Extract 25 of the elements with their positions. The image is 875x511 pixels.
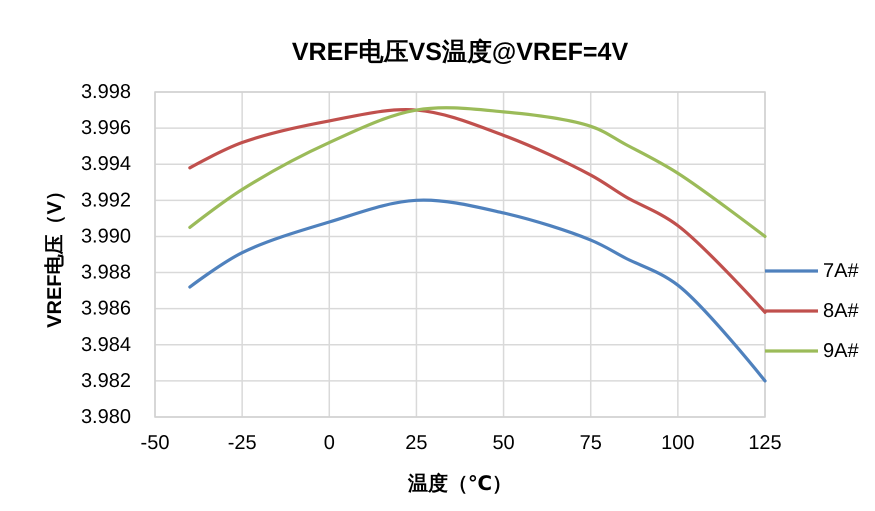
y-tick-label: 3.988 xyxy=(80,262,131,284)
y-tick-label: 3.994 xyxy=(80,153,131,176)
x-tick-label: 50 xyxy=(492,432,515,454)
y-tick-label: 3.980 xyxy=(80,406,131,428)
x-tick-label: 25 xyxy=(405,432,428,454)
x-tick-label: -50 xyxy=(140,432,170,454)
y-tick-label: 3.982 xyxy=(80,370,131,392)
legend-label: 7A# xyxy=(823,260,860,282)
legend-label: 9A# xyxy=(823,340,860,362)
y-axis-title: VREF电压（V） xyxy=(44,181,66,328)
x-tick-label: 75 xyxy=(580,432,602,454)
y-tick-label: 3.986 xyxy=(80,298,131,320)
chart-title: VREF电压VS温度@VREF=4V xyxy=(292,38,628,66)
x-tick-label: -25 xyxy=(228,432,257,454)
x-tick-label: 125 xyxy=(748,432,782,454)
y-tick-label: 3.998 xyxy=(80,81,131,103)
y-tick-label: 3.984 xyxy=(80,334,131,356)
x-axis-title: 温度（℃） xyxy=(406,472,512,495)
x-tick-label: 0 xyxy=(324,432,335,454)
legend-label: 8A# xyxy=(823,300,860,322)
line-series xyxy=(188,198,767,382)
y-tick-label: 3.990 xyxy=(80,225,131,248)
y-tick-label: 3.992 xyxy=(80,189,131,212)
x-tick-label: 100 xyxy=(661,432,695,454)
y-tick-label: 3.996 xyxy=(80,117,131,140)
